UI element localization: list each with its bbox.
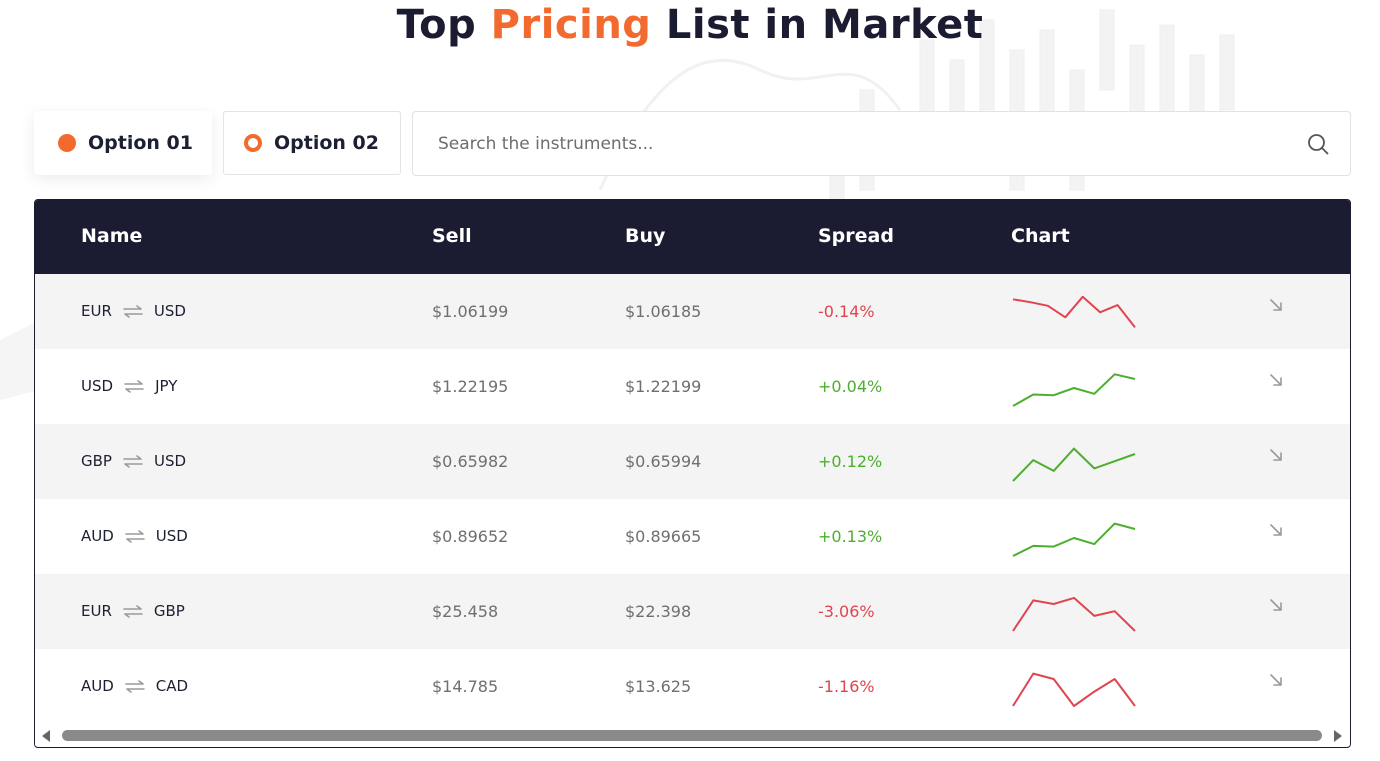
arrow-down-right-icon[interactable] [1269,448,1283,462]
buy-price: $1.22199 [625,377,702,396]
instrument-pair: AUD USD [81,527,188,545]
sparkline-path [1012,295,1136,329]
column-header-name: Name [81,225,143,247]
arrow-down-right-icon[interactable] [1269,373,1283,387]
column-header-buy: Buy [625,225,666,247]
sparkline-chart [1012,672,1136,707]
column-header-chart: Chart [1011,225,1070,247]
sparkline-chart [1012,596,1136,632]
radio-selected-icon [58,134,76,152]
table-row[interactable]: EUR USD $1.06199 $1.06185 -0.14% [35,274,1350,349]
instrument-pair: EUR GBP [81,602,185,620]
instrument-pair: USD JPY [81,377,177,395]
swap-arrows-icon [124,530,145,543]
option-02-button[interactable]: Option 02 [223,111,401,175]
sell-price: $25.458 [432,602,499,621]
sell-price: $14.785 [432,677,499,696]
sell-price: $0.89652 [432,527,509,546]
radio-unselected-icon [244,134,262,152]
buy-price: $0.65994 [625,452,702,471]
option-02-label: Option 02 [274,132,379,154]
buy-price: $0.89665 [625,527,702,546]
title-part-1: Top [396,2,491,48]
table-row[interactable]: USD JPY $1.22195 $1.22199 +0.04% [35,349,1350,424]
spread-value: +0.12% [818,452,883,471]
instrument-pair: EUR USD [81,302,186,320]
sparkline-chart [1012,295,1136,329]
title-accent-word: Pricing [490,2,652,48]
spread-value: -3.06% [818,602,875,621]
quote-currency: GBP [153,602,185,620]
spread-value: +0.04% [818,377,883,396]
title-part-2: List in Market [651,2,984,48]
column-header-spread: Spread [818,225,894,247]
quote-currency: USD [153,452,187,470]
sparkline-path [1012,672,1136,707]
search-icon[interactable] [1306,132,1330,156]
quote-currency: USD [155,527,188,545]
quote-currency: JPY [155,377,178,395]
pricing-table: Name Sell Buy Spread Chart EUR USD $1.0619… [34,199,1351,748]
table-header: Name Sell Buy Spread Chart [35,200,1350,274]
instrument-pair: AUD CAD [81,677,188,695]
arrow-down-right-icon[interactable] [1269,673,1283,687]
option-01-button[interactable]: Option 01 [34,111,212,175]
base-currency: EUR [81,602,112,620]
spread-value: +0.13% [818,527,883,546]
sparkline-chart [1012,522,1136,557]
column-header-sell: Sell [432,225,472,247]
sparkline-path [1012,596,1136,632]
spread-value: -1.16% [818,677,875,696]
spread-value: -0.14% [818,302,875,321]
sparkline-path [1012,373,1136,407]
base-currency: GBP [81,452,112,470]
sell-price: $1.06199 [432,302,509,321]
swap-arrows-icon [123,605,143,618]
base-currency: AUD [81,677,114,695]
base-currency: AUD [81,527,114,545]
sparkline-path [1012,447,1136,482]
sparkline-chart [1012,373,1136,407]
arrow-down-right-icon[interactable] [1269,598,1283,612]
search-box [412,111,1351,176]
quote-currency: CAD [155,677,189,695]
quote-currency: USD [153,302,186,320]
scroll-right-arrow-icon[interactable] [1332,729,1344,743]
swap-arrows-icon [124,680,145,693]
sell-price: $0.65982 [432,452,509,471]
search-input[interactable] [436,132,1306,155]
sparkline-path [1012,522,1136,557]
swap-arrows-icon [124,380,144,393]
page-title: Top Pricing List in Market [0,2,1380,48]
scroll-left-arrow-icon[interactable] [40,729,52,743]
buy-price: $22.398 [625,602,692,621]
table-body: EUR USD $1.06199 $1.06185 -0.14% USD JPY $1.221… [35,274,1350,724]
base-currency: EUR [81,302,112,320]
buy-price: $1.06185 [625,302,702,321]
sell-price: $1.22195 [432,377,509,396]
base-currency: USD [81,377,114,395]
table-row[interactable]: AUD USD $0.89652 $0.89665 +0.13% [35,499,1350,574]
table-row[interactable]: EUR GBP $25.458 $22.398 -3.06% [35,574,1350,649]
arrow-down-right-icon[interactable] [1269,298,1283,312]
buy-price: $13.625 [625,677,692,696]
horizontal-scrollbar[interactable] [35,726,1350,746]
sparkline-chart [1012,447,1136,482]
option-01-label: Option 01 [88,132,193,154]
table-row[interactable]: GBP USD $0.65982 $0.65994 +0.12% [35,424,1350,499]
scrollbar-thumb[interactable] [62,730,1322,741]
instrument-pair: GBP USD [81,452,186,470]
swap-arrows-icon [123,455,143,468]
table-row[interactable]: AUD CAD $14.785 $13.625 -1.16% [35,649,1350,724]
swap-arrows-icon [123,305,143,318]
arrow-down-right-icon[interactable] [1269,523,1283,537]
